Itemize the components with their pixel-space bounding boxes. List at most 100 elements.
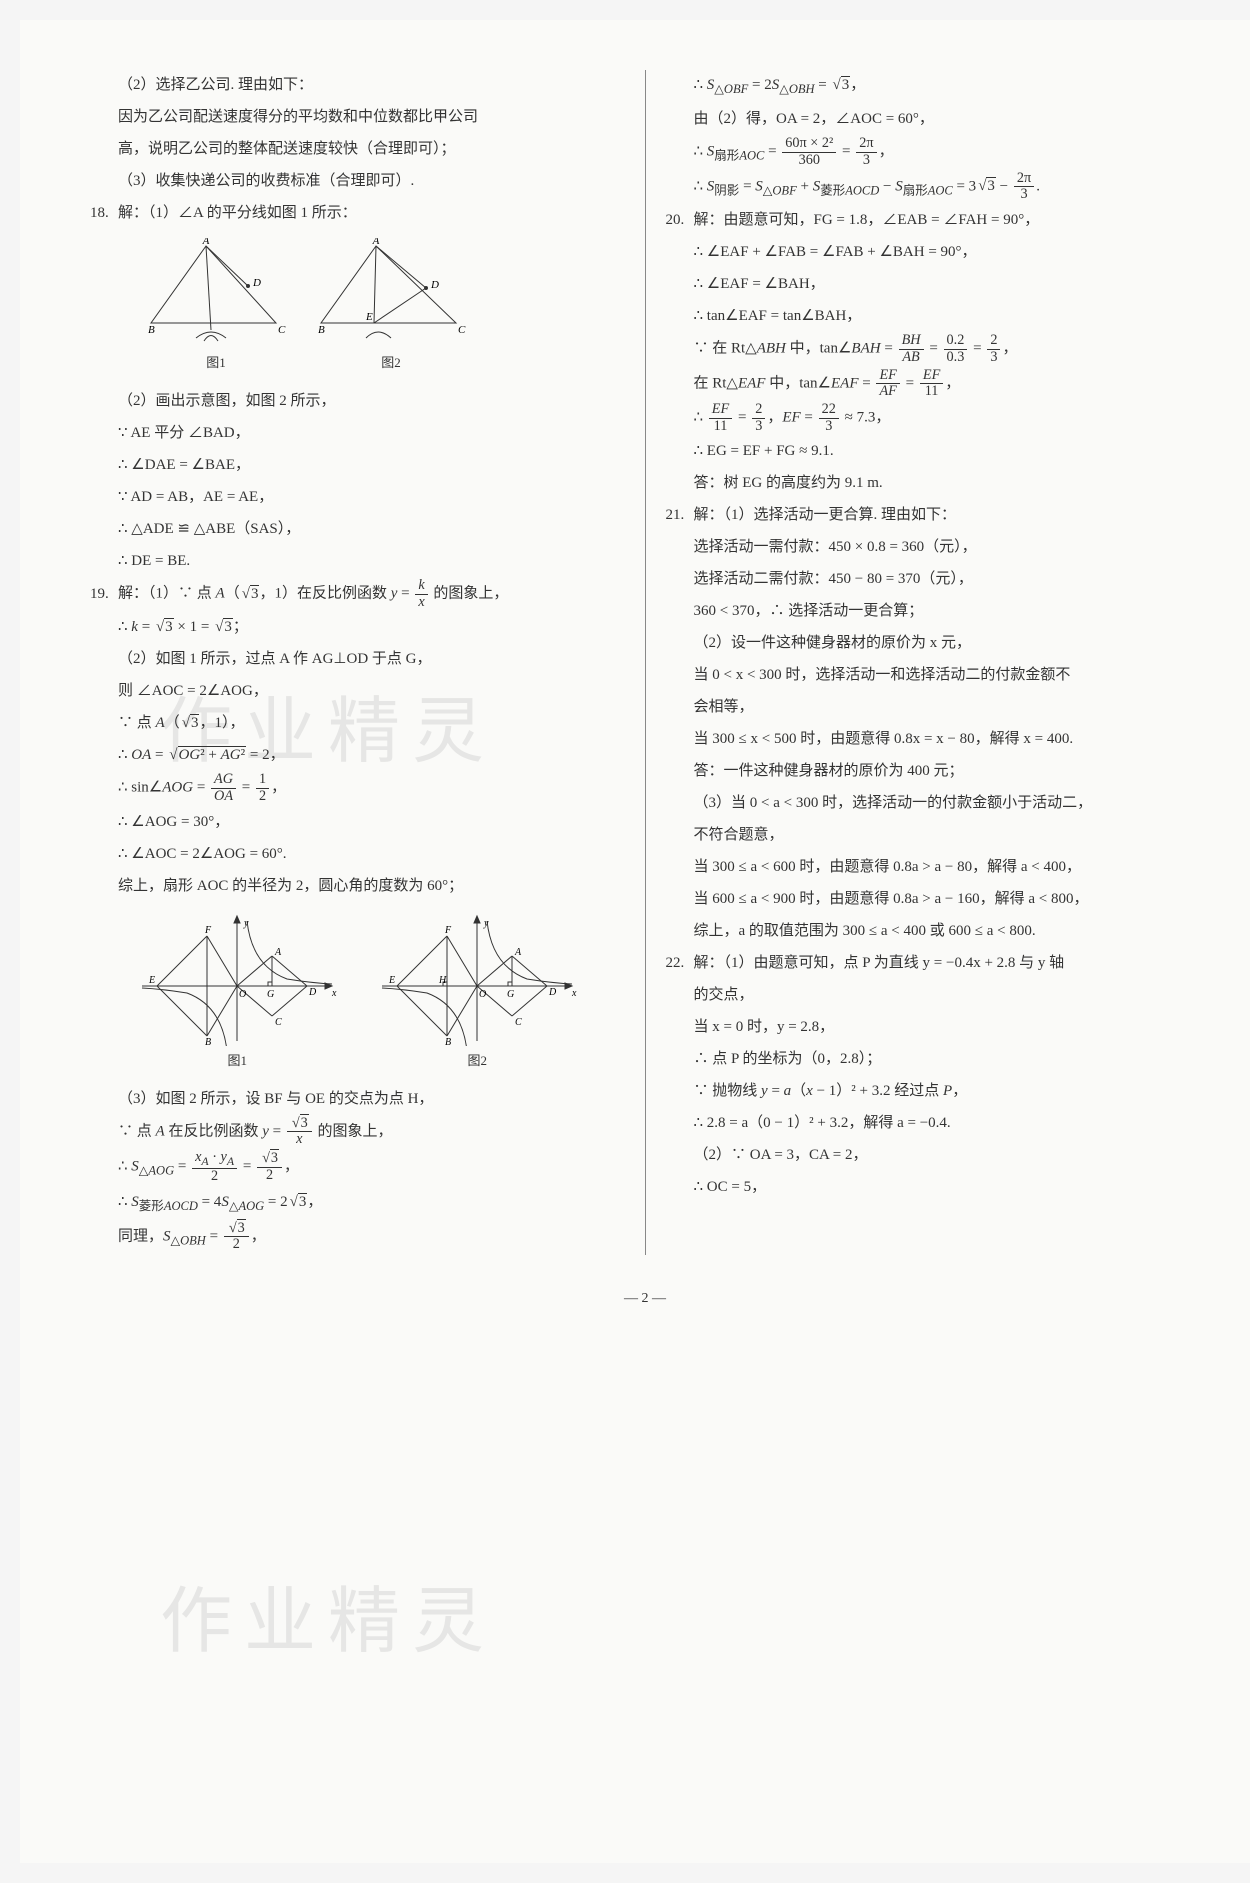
text-line: 综上，a 的取值范围为 300 ≤ a < 400 或 600 ≤ a < 80… (666, 916, 1201, 946)
text-line: ∴ ∠AOG = 30°， (90, 807, 625, 837)
text-line: ∴ ∠EAF = ∠BAH， (666, 269, 1201, 299)
figure-row-triangles: A B C D 图1 (90, 238, 625, 376)
svg-text:D: D (548, 987, 557, 998)
graph-figure-1: F y E A D x O G B C 图1 (137, 911, 337, 1074)
left-column: （2）选择乙公司. 理由如下： 因为乙公司配送速度得分的平均数和中位数都比甲公司… (90, 70, 625, 1255)
question-number: 22. (666, 948, 694, 978)
svg-text:y: y (243, 918, 249, 929)
figure-label: 图2 (377, 1048, 577, 1074)
text-line: 不符合题意， (666, 820, 1201, 850)
text-span: 同理， (118, 1228, 163, 1244)
text-line: 在 Rt△EAF 中，tan∠EAF = EFAF = EF11， (666, 368, 1201, 400)
text-line: 当 300 ≤ x < 500 时，由题意得 0.8x = x − 80，解得 … (666, 724, 1201, 754)
q21-line: 21.解：（1）选择活动一更合算. 理由如下： (666, 500, 1201, 530)
graph-figure-2: F y E H A D x O G B C 图2 (377, 911, 577, 1074)
text-line: （2）如图 1 所示，过点 A 作 AG⊥OD 于点 G， (90, 644, 625, 674)
page-number: — 2 — (90, 1285, 1200, 1313)
svg-text:B: B (205, 1037, 211, 1046)
text-span: 的图象上， (430, 586, 509, 602)
text-line: ∴ S△AOG = xA · yA2 = 32， (90, 1150, 625, 1185)
text-line: 会相等， (666, 692, 1201, 722)
triangle-2-svg: A B C D E (316, 238, 466, 348)
text-span: 解：（1）∠A 的平分线如图 1 所示： (118, 205, 357, 221)
text-span: 的图象上， (314, 1123, 393, 1139)
svg-text:B: B (148, 324, 155, 336)
svg-text:C: C (275, 1017, 282, 1028)
figure-row-graphs: F y E A D x O G B C 图1 (90, 911, 625, 1074)
text-line: ∵ AE 平分 ∠BAD， (90, 418, 625, 448)
text-line: （2）画出示意图，如图 2 所示， (90, 386, 625, 416)
text-line: 高，说明乙公司的整体配送速度较快（合理即可）； (90, 134, 625, 164)
text-line: ∴ S阴影 = S△OBF + S菱形AOCD − S扇形AOC = 33 − … (666, 171, 1201, 204)
text-line: ∴ ∠AOC = 2∠AOG = 60°. (90, 839, 625, 869)
text-span: 解：由题意可知，FG = 1.8，∠EAB = ∠FAH = 90°， (694, 212, 1040, 228)
question-number: 19. (90, 579, 118, 609)
text-line: ∴ 2.8 = a（0 − 1）² + 3.2，解得 a = −0.4. (666, 1108, 1201, 1138)
text-line: 则 ∠AOC = 2∠AOG， (90, 676, 625, 706)
svg-text:B: B (445, 1037, 451, 1046)
text-line: ∴ tan∠EAF = tan∠BAH， (666, 301, 1201, 331)
text-line: （3）当 0 < a < 300 时，选择活动一的付款金额小于活动二， (666, 788, 1201, 818)
text-line: ∴ △ADE ≌ △ABE（SAS）， (90, 514, 625, 544)
text-line: ∵ 点 A 在反比例函数 y = 3x 的图象上， (90, 1116, 625, 1148)
figure-1: A B C D 图1 (146, 238, 286, 376)
column-divider (645, 70, 646, 1255)
text-line: 360 < 370，∴ 选择活动一更合算； (666, 596, 1201, 626)
svg-text:O: O (479, 989, 486, 1000)
svg-text:G: G (267, 989, 274, 1000)
text-line: （2）设一件这种健身器材的原价为 x 元， (666, 628, 1201, 658)
text-line: 综上，扇形 AOC 的半径为 2，圆心角的度数为 60°； (90, 871, 625, 901)
text-line: ∴ DE = BE. (90, 546, 625, 576)
graph-2-svg: F y E H A D x O G B C (377, 911, 577, 1046)
text-line: 答：树 EG 的高度约为 9.1 m. (666, 468, 1201, 498)
graph-1-svg: F y E A D x O G B C (137, 911, 337, 1046)
svg-text:E: E (388, 975, 395, 986)
text-span: ； (233, 619, 248, 635)
svg-text:x: x (331, 988, 337, 999)
text-line: 当 300 ≤ a < 600 时，由题意得 0.8a > a − 80，解得 … (666, 852, 1201, 882)
text-span: 解：（1）选择活动一更合算. 理由如下： (694, 507, 957, 523)
text-line: 选择活动一需付款：450 × 0.8 = 360（元）， (666, 532, 1201, 562)
q19-line: 19.解：（1）∵ 点 A（3，1）在反比例函数 y = kx 的图象上， (90, 578, 625, 610)
text-line: ∵ 点 A（3，1）， (90, 708, 625, 738)
svg-text:A: A (372, 238, 380, 247)
text-line: ∴ ∠DAE = ∠BAE， (90, 450, 625, 480)
svg-text:G: G (507, 989, 514, 1000)
text-line: 由（2）得，OA = 2，∠AOC = 60°， (666, 104, 1201, 134)
svg-text:x: x (571, 988, 577, 999)
text-line: ∴ 点 P 的坐标为（0，2.8）； (666, 1044, 1201, 1074)
figure-label: 图2 (316, 350, 466, 376)
right-column: ∴ S△OBF = 2S△OBH = 3， 由（2）得，OA = 2，∠AOC … (666, 70, 1201, 1255)
text-line: ∴ sin∠AOG = AGOA = 12， (90, 772, 625, 804)
text-line: ∴ EG = EF + FG ≈ 9.1. (666, 436, 1201, 466)
text-line: ∵ AD = AB，AE = AE， (90, 482, 625, 512)
figure-label: 图1 (137, 1048, 337, 1074)
text-line: 当 600 ≤ a < 900 时，由题意得 0.8a > a − 160，解得… (666, 884, 1201, 914)
page: 作业精灵 作业精灵 （2）选择乙公司. 理由如下： 因为乙公司配送速度得分的平均… (20, 20, 1250, 1863)
svg-text:B: B (318, 324, 325, 336)
svg-text:A: A (514, 947, 522, 958)
question-number: 20. (666, 205, 694, 235)
text-line: （3）收集快递公司的收费标准（合理即可）. (90, 166, 625, 196)
svg-text:E: E (148, 975, 155, 986)
svg-text:C: C (515, 1017, 522, 1028)
svg-text:O: O (239, 989, 246, 1000)
two-column-layout: （2）选择乙公司. 理由如下： 因为乙公司配送速度得分的平均数和中位数都比甲公司… (90, 70, 1200, 1255)
text-line: ∴ OA = OG² + AG² = 2， (90, 740, 625, 770)
svg-text:D: D (430, 279, 439, 291)
figure-2: A B C D E 图2 (316, 238, 466, 376)
text-line: 答：一件这种健身器材的原价为 400 元； (666, 756, 1201, 786)
svg-text:C: C (278, 324, 286, 336)
svg-text:D: D (308, 987, 317, 998)
svg-text:A: A (202, 238, 210, 247)
text-line: ∴ EF11 = 23，EF = 223 ≈ 7.3， (666, 402, 1201, 434)
text-line: ∴ S△OBF = 2S△OBH = 3， (666, 70, 1201, 102)
question-number: 21. (666, 500, 694, 530)
text-span: ， (850, 77, 865, 93)
text-line: 当 x = 0 时，y = 2.8， (666, 1012, 1201, 1042)
svg-text:D: D (252, 277, 261, 289)
triangle-1-svg: A B C D (146, 238, 286, 348)
figure-label: 图1 (146, 350, 286, 376)
svg-text:A: A (274, 947, 282, 958)
text-line: ∴ S菱形AOCD = 4S△AOG = 23， (90, 1187, 625, 1219)
